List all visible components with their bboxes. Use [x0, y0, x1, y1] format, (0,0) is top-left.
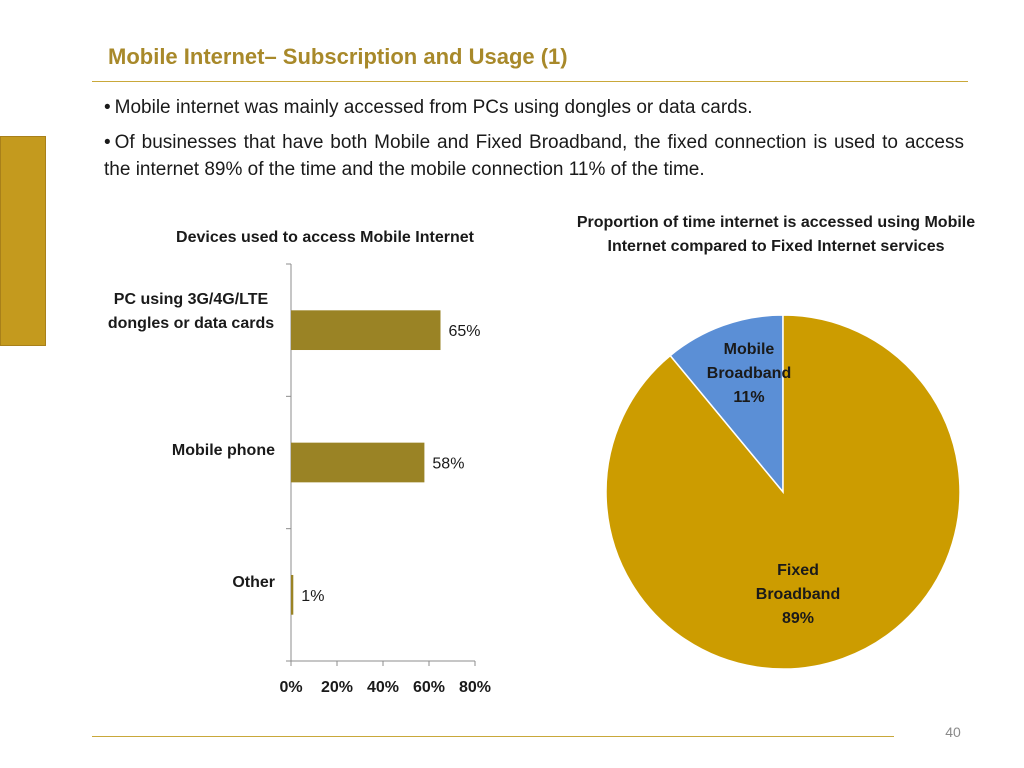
bar-x-tick-label: 60%	[413, 679, 445, 696]
bullet-item: Mobile internet was mainly accessed from…	[104, 94, 964, 121]
bar-x-tick-label: 80%	[459, 679, 491, 696]
footer-divider	[92, 736, 894, 737]
pie-label-mobile-broadband: Mobile Broadband 11%	[706, 341, 792, 406]
bar-x-tick-label: 40%	[367, 679, 399, 696]
title-divider	[92, 81, 968, 82]
pie-slice-fixed-broadband	[605, 314, 961, 670]
bullet-list: Mobile internet was mainly accessed from…	[104, 94, 964, 191]
bar-category-label: Mobile phone	[171, 441, 275, 459]
slide-title: Mobile Internet– Subscription and Usage …	[108, 44, 568, 69]
bar-x-tick-label: 20%	[321, 679, 353, 696]
bar-category-label: PC using 3G/4G/LTE dongles or data cards	[107, 291, 275, 333]
bar	[291, 574, 294, 615]
bar-data-label: 65%	[449, 323, 481, 340]
pie-label-fixed-broadband: Fixed Broadband 89%	[755, 562, 841, 627]
pie-chart-title: Proportion of time internet is accessed …	[576, 214, 976, 255]
pie-slice-mobile-broadband	[669, 314, 784, 495]
bar	[291, 310, 441, 351]
bar-category-label: Other	[232, 573, 275, 591]
bullet-item: Of businesses that have both Mobile and …	[104, 129, 964, 183]
bar-data-label: 58%	[432, 456, 464, 473]
bar-x-tick-label: 0%	[279, 679, 302, 696]
page-number: 40	[945, 724, 961, 740]
bar-chart-title: Devices used to access Mobile Internet	[176, 229, 474, 246]
bar-data-label: 1%	[301, 588, 324, 605]
accent-side-bar	[0, 136, 46, 346]
bar	[291, 442, 425, 483]
